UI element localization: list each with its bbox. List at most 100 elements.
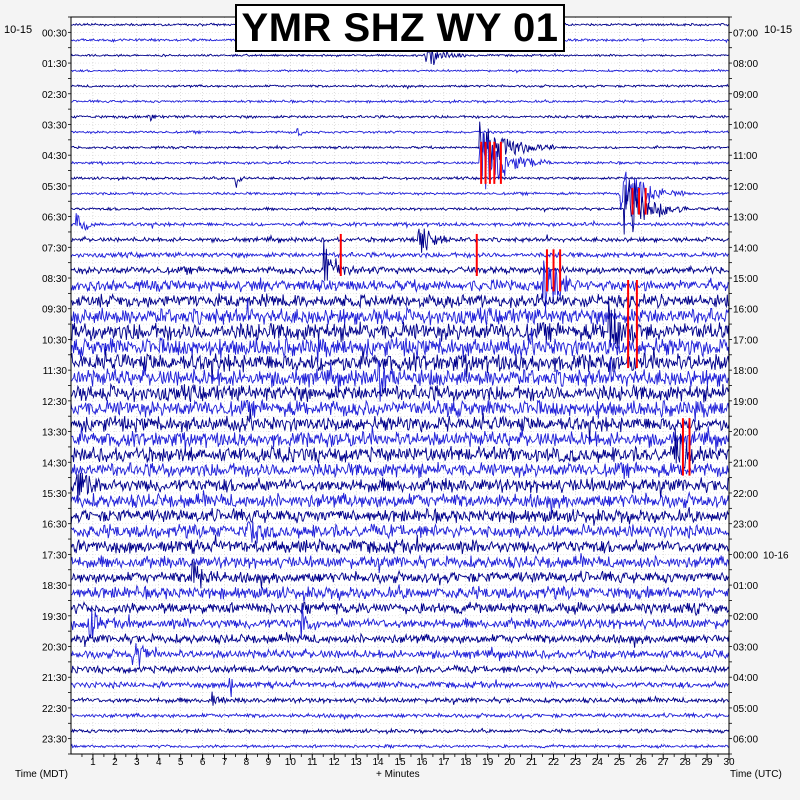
left-time-label: 17:30 [42,550,67,561]
x-tick-label: 24 [592,757,604,768]
right-time-label: 21:00 [733,458,758,469]
x-tick-label: 8 [244,757,250,768]
right-time-label: 08:00 [733,59,758,70]
left-axis-label: Time (MDT) [15,769,68,780]
trace-row [70,711,730,720]
trace-row [70,691,730,706]
trace-row [70,428,730,473]
left-time-label: 03:30 [42,120,67,131]
left-time-label: 22:30 [42,704,67,715]
trace-row [70,663,730,675]
chart-title: YMR SHZ WY 01 [241,5,559,50]
x-tick-label: 3 [134,757,140,768]
x-tick-label: 6 [200,757,206,768]
trace-row [70,507,730,526]
trace-row [70,171,730,210]
trace-row [70,83,730,90]
left-time-label: 06:30 [42,213,67,224]
x-tick-label: 16 [416,757,428,768]
right-time-label: 17:00 [733,335,758,346]
trace-row [70,329,730,363]
x-tick-label: 18 [460,757,472,768]
right-time-label: 03:00 [733,643,758,654]
x-tick-label: 7 [222,757,228,768]
right-time-label: 00:00 [733,550,758,561]
x-tick-label: 23 [570,757,582,768]
x-tick-label: 22 [548,757,560,768]
x-tick-label: 11 [307,757,318,768]
trace-row [70,534,730,555]
left-time-label: 14:30 [42,458,67,469]
seismic-traces [70,22,730,750]
right-time-label: 23:00 [733,520,758,531]
right-time-label: 05:00 [733,704,758,715]
left-time-label: 13:30 [42,428,67,439]
left-time-label: 19:30 [42,612,67,623]
trace-row [70,99,730,105]
trace-row [70,559,730,589]
trace-row [70,292,730,310]
trace-row [70,426,730,452]
x-tick-label: 19 [482,757,494,768]
left-time-label: 01:30 [42,59,67,70]
left-time-label: 05:30 [42,182,67,193]
trace-row [70,240,730,281]
right-time-label: 20:00 [733,428,758,439]
trace-row [70,408,730,442]
trace-row [70,727,730,735]
trace-row [70,114,730,122]
clipped-markers [339,141,691,476]
right-time-label: 15:00 [733,274,758,285]
left-time-label: 00:30 [42,28,67,39]
trace-row [70,678,730,698]
x-tick-label: 15 [394,757,406,768]
trace-row [70,260,730,310]
right-time-label: 02:00 [733,612,758,623]
right-time-label: 09:00 [733,90,758,101]
trace-row [70,584,730,602]
right-time-label: 12:00 [733,182,758,193]
right-time-label: 14:00 [733,243,758,254]
trace-row [70,297,730,326]
trace-row [70,346,730,384]
left-time-label: 12:30 [42,397,67,408]
left-time-label: 16:30 [42,520,67,531]
plot-background [71,17,729,754]
left-time-label: 11:30 [43,366,68,377]
right-time-label: 16:00 [733,305,758,316]
left-time-label: 08:30 [42,274,67,285]
trace-row [70,127,730,137]
right-time-label: 18:00 [733,366,758,377]
x-tick-label: 5 [178,757,184,768]
right-time-label: 06:00 [733,735,758,746]
right-axis-label: Time (UTC) [730,769,782,780]
x-tick-label: 1 [90,757,96,768]
left-time-label: 21:30 [42,673,67,684]
left-time-label: 20:30 [42,643,67,654]
right-time-label: 13:00 [733,213,758,224]
left-time-label: 15:30 [42,489,67,500]
right-time-label: 10:00 [733,120,758,131]
trace-row [70,228,730,253]
x-tick-label: 25 [614,757,626,768]
x-tick-label: 26 [636,757,648,768]
x-tick-label: 21 [526,757,538,768]
axes: 1 2 3 4 5 6 7 8 9 10 11 12 13 14 15 16 17 18 19 20 21 22 23 24 2… [42,16,789,768]
trace-row [70,461,730,480]
plot-area [71,17,729,754]
left-time-label: 02:30 [42,90,67,101]
left-time-label: 23:30 [42,735,67,746]
trace-row [70,48,730,66]
trace-row [70,521,730,544]
trace-row [70,301,730,350]
x-tick-label: 28 [680,757,692,768]
x-tick-label: 17 [438,757,450,768]
trace-row [70,179,730,235]
x-tick-label: 14 [373,757,385,768]
left-time-label: 09:30 [42,305,67,316]
trace-row [70,398,730,422]
trace-row [70,121,730,167]
date-right-label: 10-15 [764,24,792,36]
left-time-label: 04:30 [42,151,67,162]
